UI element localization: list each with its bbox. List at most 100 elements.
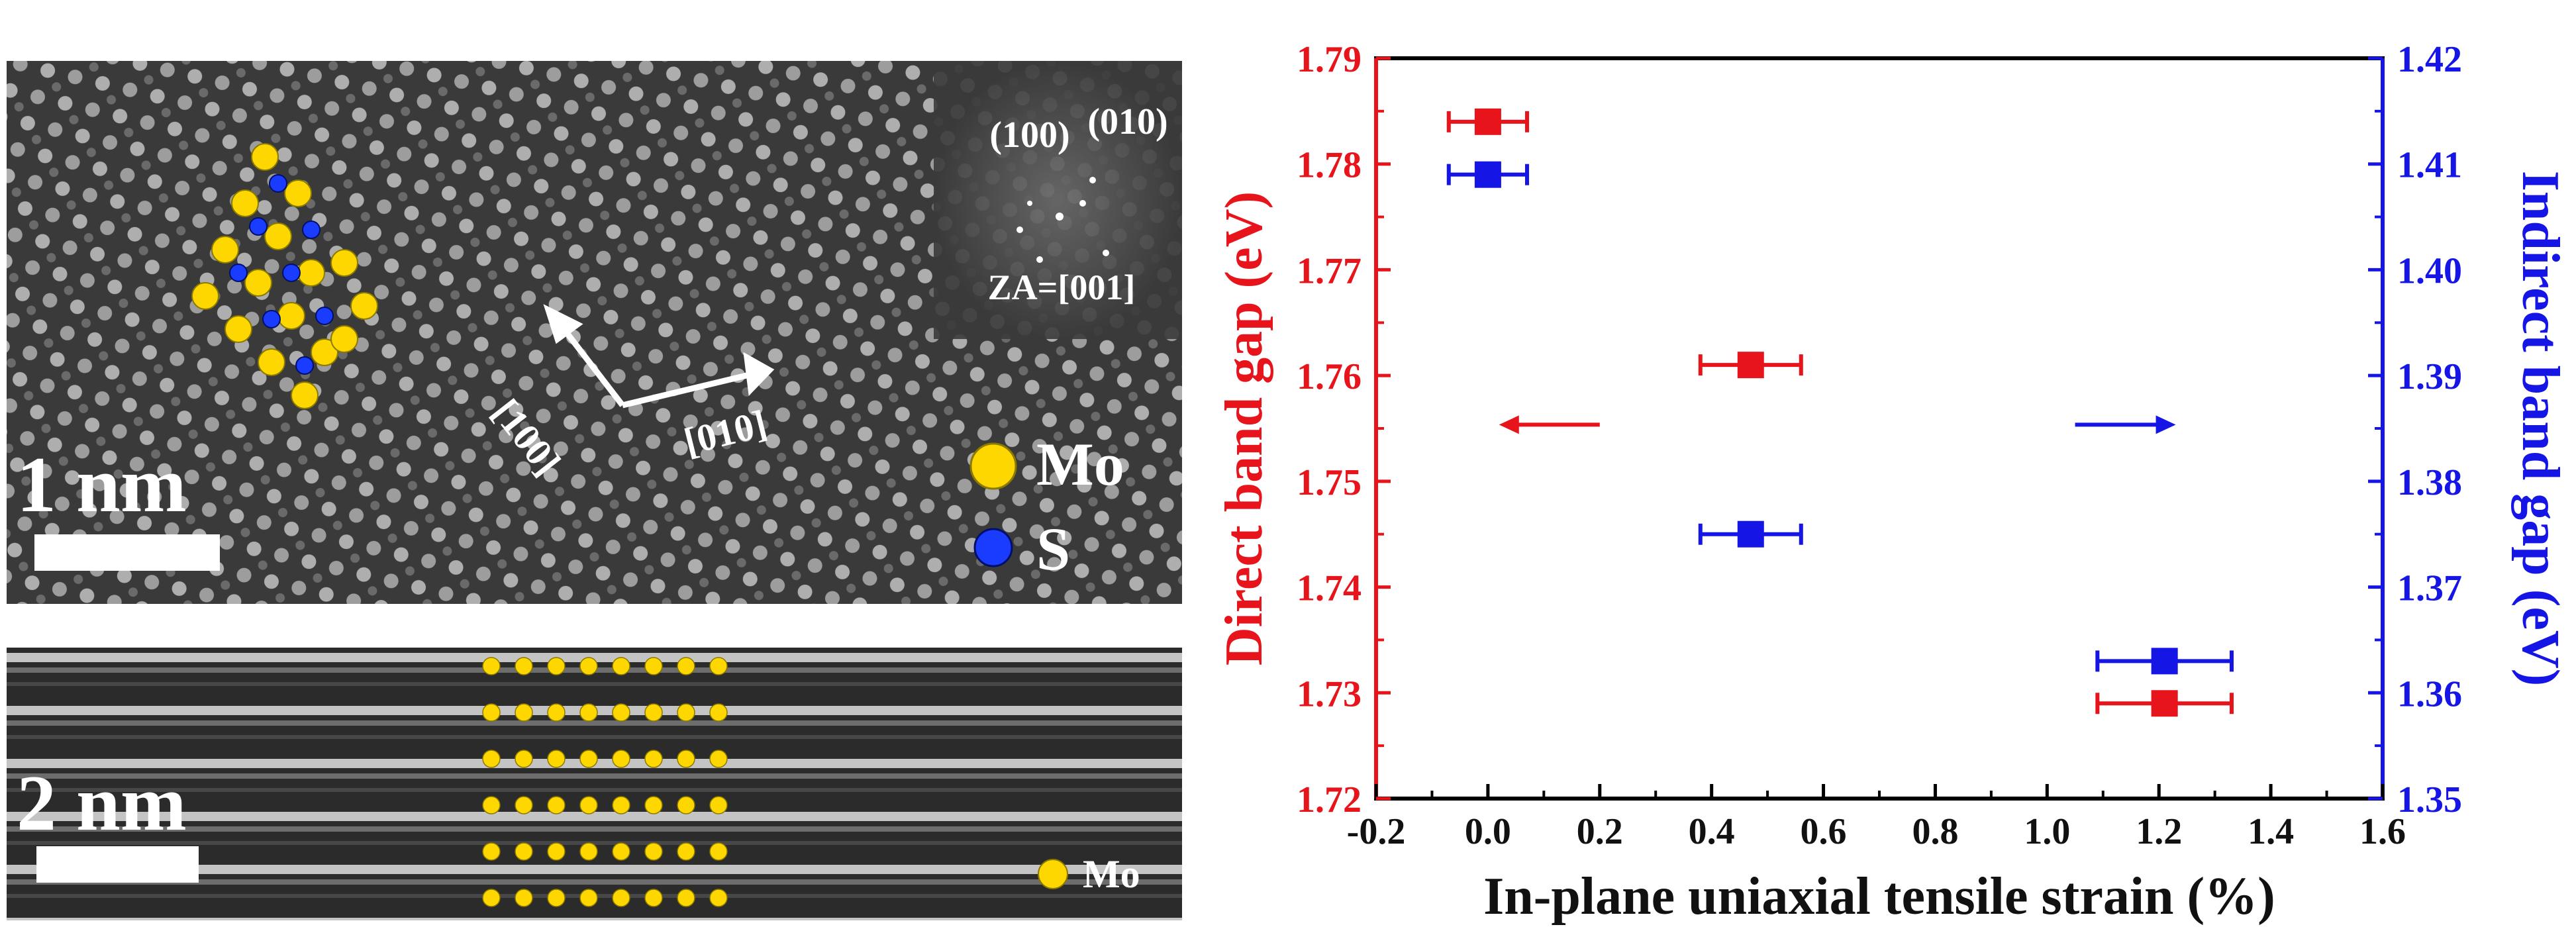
mo-atom bbox=[612, 889, 630, 907]
mo-atom bbox=[482, 750, 501, 768]
x-tick-label: 0.4 bbox=[1689, 811, 1735, 852]
y2-tick-label: 1.35 bbox=[2397, 779, 2462, 820]
fft-inset: (100) (010) ZA=[001] bbox=[934, 61, 1182, 339]
direct-gap-point bbox=[1474, 108, 1501, 135]
mo-atom bbox=[515, 796, 533, 814]
mo-atom bbox=[482, 842, 501, 861]
mo-atom bbox=[644, 750, 663, 768]
micrograph-bottom: 2 nm Mo bbox=[7, 648, 1182, 920]
mo-atom bbox=[709, 796, 728, 814]
x-tick-label: -0.2 bbox=[1347, 811, 1406, 852]
mo-legend-marker bbox=[969, 442, 1017, 490]
mo-atom bbox=[612, 842, 630, 861]
band-gap-chart: -0.2 0.0 0.2 0.4 0.6 0.8 1.0 1.2 1.4 1.6 1.72 1.73… bbox=[1215, 39, 2569, 926]
mo-atom bbox=[515, 842, 533, 861]
y2-tick-label: 1.38 bbox=[2397, 462, 2462, 503]
y-tick-label: 1.72 bbox=[1297, 779, 1362, 820]
y-ticks: 1.72 1.73 1.74 1.75 1.76 1.77 1.78 1.79 bbox=[1297, 39, 1391, 820]
mo-atom bbox=[677, 657, 695, 675]
zone-axis-label: ZA=[001] bbox=[988, 268, 1136, 307]
mo-atom bbox=[579, 750, 598, 768]
y-tick-label: 1.73 bbox=[1297, 673, 1362, 714]
mo-atom bbox=[612, 703, 630, 722]
s-legend-marker bbox=[973, 528, 1013, 567]
mo-atom bbox=[612, 796, 630, 814]
x-tick-label: 1.0 bbox=[2024, 811, 2070, 852]
series-layer bbox=[1446, 108, 2234, 717]
y2-tick-label: 1.37 bbox=[2397, 568, 2462, 609]
y2-tick-label: 1.36 bbox=[2397, 673, 2462, 714]
y2-tick-label: 1.42 bbox=[2397, 39, 2462, 80]
mo-atom bbox=[515, 703, 533, 722]
mo-atom bbox=[579, 703, 598, 722]
mo-atom bbox=[547, 796, 566, 814]
indirect-gap-point bbox=[1737, 520, 1764, 548]
direct-gap-point bbox=[1737, 352, 1764, 379]
mo-atom bbox=[515, 750, 533, 768]
mo-atom bbox=[709, 657, 728, 675]
mo-atom bbox=[709, 889, 728, 907]
y2-ticks: 1.35 1.36 1.37 1.38 1.39 1.40 1.41 1.42 bbox=[2368, 39, 2462, 820]
mo-atom bbox=[709, 703, 728, 722]
x-tick-label: 0.6 bbox=[1801, 811, 1847, 852]
direct-gap-point bbox=[2151, 690, 2178, 717]
y-tick-label: 1.79 bbox=[1297, 39, 1362, 80]
mo-atom bbox=[677, 889, 695, 907]
mo-atom bbox=[579, 796, 598, 814]
indirect-gap-point bbox=[1474, 161, 1501, 188]
mo-atom bbox=[547, 750, 566, 768]
indirect-gap-point bbox=[2151, 648, 2178, 675]
mo-atom-grid bbox=[482, 657, 728, 907]
x-tick-label: 0.0 bbox=[1465, 811, 1511, 852]
mo-legend-label-bottom: Mo bbox=[1083, 852, 1140, 896]
x-ticks: -0.2 0.0 0.2 0.4 0.6 0.8 1.0 1.2 1.4 1.6 bbox=[1347, 784, 2406, 852]
y-tick-label: 1.74 bbox=[1297, 568, 1362, 609]
scale-bar-top bbox=[34, 534, 220, 571]
mo-legend-marker-bottom bbox=[1038, 859, 1068, 889]
x-axis-label: In-plane uniaxial tensile strain (%) bbox=[1483, 867, 2275, 926]
mo-atom bbox=[482, 796, 501, 814]
y2-tick-label: 1.40 bbox=[2397, 250, 2462, 291]
indirect-axis-arrowhead bbox=[2155, 415, 2176, 434]
x-tick-label: 1.6 bbox=[2359, 811, 2406, 852]
mo-atom bbox=[579, 889, 598, 907]
x-tick-label: 0.8 bbox=[1912, 811, 1958, 852]
x-tick-label: 0.2 bbox=[1577, 811, 1623, 852]
mo-atom bbox=[482, 889, 501, 907]
mo-atom bbox=[547, 657, 566, 675]
scale-bar-bottom bbox=[36, 846, 199, 883]
mo-atom bbox=[644, 796, 663, 814]
mo-atom bbox=[579, 657, 598, 675]
mo-atom bbox=[677, 750, 695, 768]
atom-legend-top: Mo S bbox=[969, 430, 1124, 583]
layer-texture bbox=[7, 648, 1182, 920]
x-tick-label: 1.2 bbox=[2136, 811, 2182, 852]
scale-label-top: 1 nm bbox=[17, 440, 187, 528]
mo-atom bbox=[547, 842, 566, 861]
mo-atom bbox=[709, 750, 728, 768]
mo-atom bbox=[482, 703, 501, 722]
mo-atom bbox=[644, 889, 663, 907]
atom-model bbox=[191, 143, 378, 409]
y-tick-label: 1.78 bbox=[1297, 145, 1362, 186]
scale-label-bottom: 2 nm bbox=[17, 759, 187, 847]
s-legend-label: S bbox=[1036, 515, 1070, 583]
mo-atom bbox=[515, 889, 533, 907]
y2-tick-label: 1.41 bbox=[2397, 145, 2462, 186]
mo-atom bbox=[677, 703, 695, 722]
y2-axis-label: Indirect band gap (eV) bbox=[2511, 171, 2569, 687]
y-tick-label: 1.77 bbox=[1297, 250, 1362, 291]
mo-atom bbox=[677, 842, 695, 861]
mo-atom bbox=[644, 703, 663, 722]
mo-atom bbox=[644, 657, 663, 675]
mo-atom bbox=[612, 657, 630, 675]
mo-atom bbox=[644, 842, 663, 861]
fft-label-100: (100) bbox=[989, 115, 1069, 156]
y-tick-label: 1.76 bbox=[1297, 356, 1362, 397]
mo-atom bbox=[677, 796, 695, 814]
y-axis-label: Direct band gap (eV) bbox=[1215, 191, 1273, 665]
direction-arrows bbox=[543, 304, 775, 409]
mo-atom bbox=[709, 842, 728, 861]
annotation-layer bbox=[1499, 415, 2176, 434]
mo-atom bbox=[482, 657, 501, 675]
